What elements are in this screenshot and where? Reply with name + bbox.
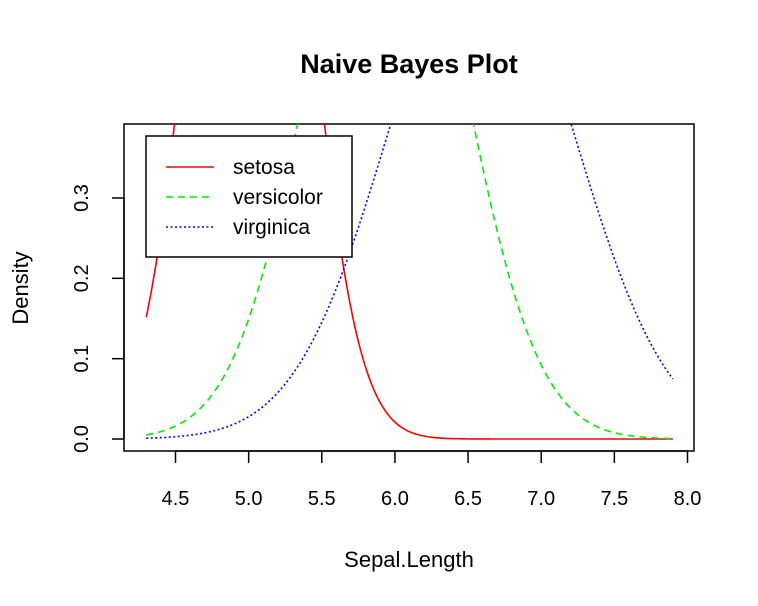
y-tick-label: 0.2 (71, 264, 93, 292)
x-tick-label: 6.0 (381, 488, 409, 510)
x-tick-label: 7.0 (527, 488, 555, 510)
x-tick-label: 4.5 (162, 488, 190, 510)
x-axis: 4.5 5.0 5.5 6.0 6.5 7.0 7.5 8.0 (162, 450, 702, 510)
series-group (145, 124, 674, 440)
y-tick-label: 0.3 (71, 184, 93, 212)
x-tick-label: 7.5 (600, 488, 628, 510)
x-tick-label: 5.0 (235, 488, 263, 510)
legend-label-virginica: virginica (233, 216, 310, 239)
x-axis-label: Sepal.Length (344, 547, 474, 572)
y-axis-label: Density (8, 251, 33, 324)
legend: setosa versicolor virginica (145, 135, 353, 258)
series-line-versicolor (146, 124, 673, 440)
x-tick-label: 6.5 (454, 488, 482, 510)
chart-title: Naive Bayes Plot (300, 49, 518, 79)
y-tick-label: 0.1 (71, 345, 93, 373)
x-tick-label: 5.5 (308, 488, 336, 510)
legend-label-versicolor: versicolor (233, 186, 323, 209)
series-line-setosa (145, 124, 673, 440)
y-tick-label: 0.0 (71, 425, 93, 453)
legend-label-setosa: setosa (233, 156, 295, 179)
x-tick-label: 8.0 (674, 488, 702, 510)
y-axis: 0.0 0.1 0.2 0.3 (71, 184, 125, 453)
